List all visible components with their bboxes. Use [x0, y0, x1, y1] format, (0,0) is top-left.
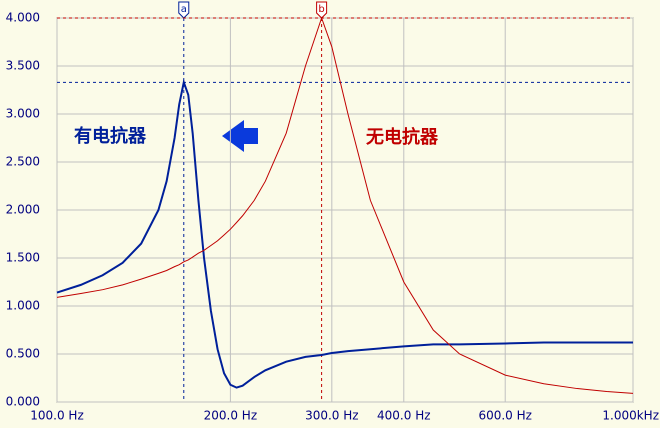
x-tick-label: 1.000kHz: [602, 409, 659, 423]
y-tick-label: 2.000: [6, 203, 40, 217]
x-tick-label: 100.0 Hz: [30, 409, 84, 423]
y-tick-label: 2.500: [6, 155, 40, 169]
marker-label: b: [318, 4, 324, 15]
y-tick-label: 1.000: [6, 299, 40, 313]
series-line: [56, 78, 633, 389]
y-tick-label: 3.000: [6, 107, 40, 121]
marker-tag: [178, 1, 190, 19]
x-tick-label: 300.0 Hz: [305, 409, 359, 423]
series-line: [56, 16, 634, 394]
x-tick-label: 600.0 Hz: [478, 409, 532, 423]
series-label: 无电抗器: [366, 126, 439, 148]
y-tick-label: 0.000: [6, 395, 40, 409]
y-tick-label: 3.500: [6, 59, 40, 73]
y-tick-label: 0.500: [6, 347, 40, 361]
marker-label: a: [181, 4, 187, 15]
y-tick-label: 1.500: [6, 251, 40, 265]
series-label: 有电抗器: [74, 125, 147, 147]
arrow: [222, 120, 258, 152]
x-tick-label: 400.0 Hz: [377, 409, 431, 423]
marker-tag: [316, 1, 328, 19]
y-tick-label: 4.000: [6, 11, 40, 25]
x-tick-label: 200.0 Hz: [204, 409, 258, 423]
